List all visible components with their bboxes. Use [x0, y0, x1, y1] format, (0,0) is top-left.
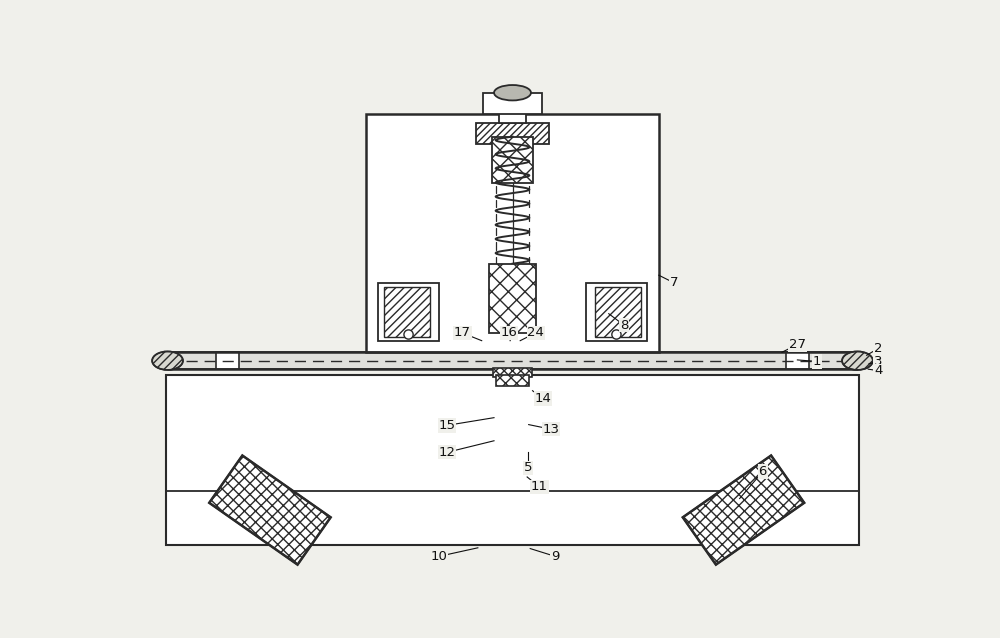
Bar	[586, 283, 647, 341]
Text: 14: 14	[535, 392, 552, 405]
Ellipse shape	[842, 352, 873, 370]
Bar	[166, 375, 859, 545]
Bar	[378, 283, 439, 341]
Text: 3: 3	[874, 355, 883, 368]
Ellipse shape	[494, 85, 531, 100]
Text: 13: 13	[542, 423, 560, 436]
Text: 5: 5	[524, 461, 532, 474]
Text: 6: 6	[759, 465, 767, 478]
Text: 24: 24	[527, 327, 544, 339]
Bar	[489, 263, 536, 333]
Bar	[499, 100, 526, 122]
Polygon shape	[683, 456, 804, 565]
Text: 7: 7	[670, 276, 678, 290]
Polygon shape	[209, 456, 331, 565]
Bar	[384, 286, 430, 337]
Text: 2: 2	[874, 342, 883, 355]
Text: 4: 4	[874, 364, 882, 377]
Ellipse shape	[152, 352, 183, 370]
Text: 15: 15	[439, 419, 456, 432]
Circle shape	[612, 330, 621, 339]
Circle shape	[404, 330, 413, 339]
Bar	[483, 94, 542, 114]
Bar	[493, 367, 532, 377]
Text: 17: 17	[454, 327, 471, 339]
Bar	[786, 352, 809, 369]
Bar	[476, 122, 549, 144]
Bar	[216, 352, 239, 369]
Bar	[366, 114, 659, 352]
Text: 10: 10	[431, 550, 448, 563]
Text: 12: 12	[439, 446, 456, 459]
Bar	[496, 375, 529, 386]
Bar	[595, 286, 641, 337]
Text: 1: 1	[812, 355, 821, 368]
Text: 16: 16	[500, 327, 517, 339]
Bar	[492, 137, 533, 183]
Text: 9: 9	[551, 550, 559, 563]
Text: 27: 27	[789, 338, 806, 351]
Text: 8: 8	[620, 319, 628, 332]
Text: 11: 11	[531, 480, 548, 493]
Bar	[168, 352, 857, 369]
